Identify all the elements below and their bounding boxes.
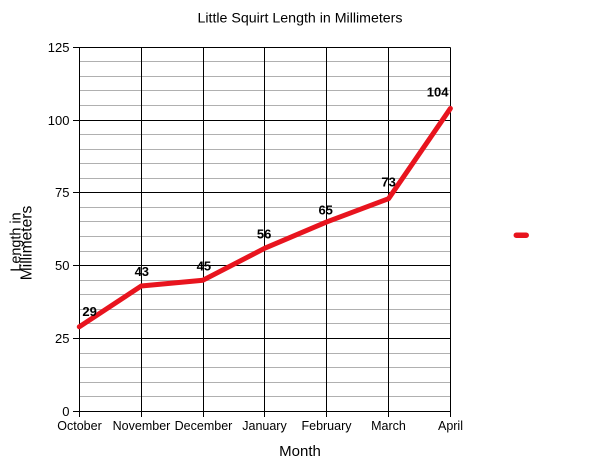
svg-text:April: April xyxy=(438,419,463,433)
svg-text:65: 65 xyxy=(318,203,332,218)
svg-text:73: 73 xyxy=(381,175,395,190)
svg-text:100: 100 xyxy=(48,113,70,128)
svg-text:43: 43 xyxy=(135,264,149,279)
svg-text:56: 56 xyxy=(257,227,271,242)
svg-text:January: January xyxy=(242,419,287,433)
svg-text:March: March xyxy=(371,419,406,433)
svg-text:45: 45 xyxy=(197,259,211,274)
svg-text:Length in: Length in xyxy=(9,212,25,271)
svg-text:October: October xyxy=(57,419,101,433)
svg-text:Month: Month xyxy=(279,443,321,460)
svg-text:Millimeters: Millimeters xyxy=(18,206,35,281)
svg-text:0: 0 xyxy=(62,404,69,419)
svg-text:25: 25 xyxy=(55,331,69,346)
svg-text:29: 29 xyxy=(82,304,96,319)
svg-text:December: December xyxy=(175,419,233,433)
svg-text:125: 125 xyxy=(48,40,70,55)
svg-text:104: 104 xyxy=(427,84,449,99)
svg-text:Little Squirt Length in Millim: Little Squirt Length in Millimeters xyxy=(197,11,402,27)
svg-text:50: 50 xyxy=(55,258,69,273)
svg-text:75: 75 xyxy=(55,185,69,200)
svg-text:February: February xyxy=(301,419,352,433)
svg-text:November: November xyxy=(113,419,171,433)
